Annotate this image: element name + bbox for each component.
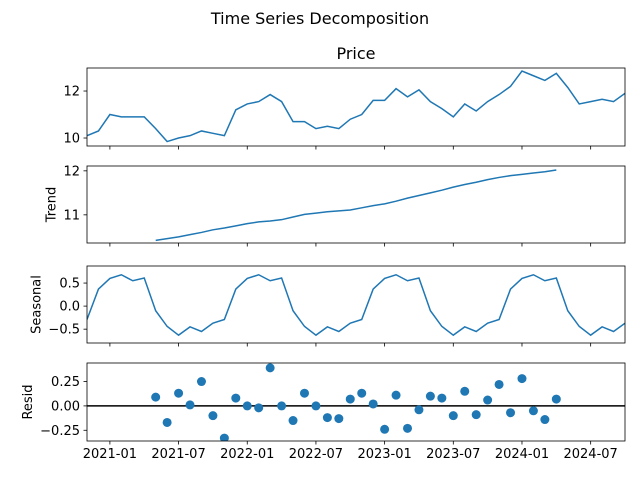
point <box>380 424 390 434</box>
point <box>460 386 470 396</box>
x-tick-label: 2022-01 <box>220 447 274 462</box>
line <box>155 169 557 242</box>
point <box>540 415 550 425</box>
point <box>551 394 561 404</box>
y-axis-label: Trend <box>44 187 59 224</box>
axes-frame <box>86 67 626 147</box>
point <box>265 363 275 373</box>
y-axis-label: Resid <box>21 384 36 419</box>
point <box>277 401 287 411</box>
point <box>368 399 378 409</box>
axes-frame <box>86 362 626 442</box>
plot-area <box>87 363 625 441</box>
plot-area <box>87 70 625 143</box>
point <box>254 403 264 413</box>
line <box>87 70 625 143</box>
point <box>471 410 481 420</box>
point <box>517 374 527 384</box>
point <box>345 394 355 404</box>
point <box>437 393 447 403</box>
y-tick-label: 11 <box>63 208 80 223</box>
x-tick-label: 2023-01 <box>357 447 411 462</box>
axes-frame <box>86 165 626 244</box>
y-tick-label: 0.5 <box>59 277 80 292</box>
point <box>242 401 252 411</box>
point <box>425 391 435 401</box>
x-tick-label: 2024-07 <box>563 447 617 462</box>
point <box>151 392 161 402</box>
point <box>162 417 172 427</box>
point <box>196 377 206 387</box>
point <box>494 379 504 389</box>
point <box>299 388 309 398</box>
axes-frame <box>86 265 626 344</box>
point <box>208 411 218 421</box>
x-tick-label: 2021-07 <box>151 447 205 462</box>
y-tick-label: 0.25 <box>51 375 80 390</box>
y-tick-label: −0.25 <box>40 424 80 439</box>
point <box>288 416 298 426</box>
point <box>506 408 516 418</box>
line <box>87 273 625 337</box>
point <box>391 390 401 400</box>
plot-area <box>87 273 625 337</box>
y-tick-label: −0.5 <box>48 323 80 338</box>
axes-title: Price <box>336 44 375 63</box>
y-tick-label: 12 <box>63 85 80 100</box>
point <box>174 388 184 398</box>
point <box>219 433 229 441</box>
point <box>231 393 241 403</box>
point <box>414 405 424 415</box>
x-tick-label: 2024-01 <box>495 447 549 462</box>
y-tick-label: 0.00 <box>51 399 80 414</box>
y-axis-label: Seasonal <box>29 275 44 334</box>
plot-area <box>155 169 557 242</box>
point <box>322 413 332 423</box>
point <box>483 395 493 405</box>
figure-title: Time Series Decomposition <box>210 9 429 28</box>
y-tick-label: 10 <box>63 132 80 147</box>
x-tick-label: 2021-01 <box>83 447 137 462</box>
point <box>403 423 413 433</box>
y-tick-label: 0.0 <box>59 300 80 315</box>
point <box>448 411 458 421</box>
x-tick-label: 2023-07 <box>426 447 480 462</box>
y-tick-label: 12 <box>63 164 80 179</box>
point <box>357 388 367 398</box>
x-tick-label: 2022-07 <box>289 447 343 462</box>
point <box>185 400 195 410</box>
point <box>334 414 344 424</box>
point <box>528 406 538 416</box>
point <box>311 401 321 411</box>
